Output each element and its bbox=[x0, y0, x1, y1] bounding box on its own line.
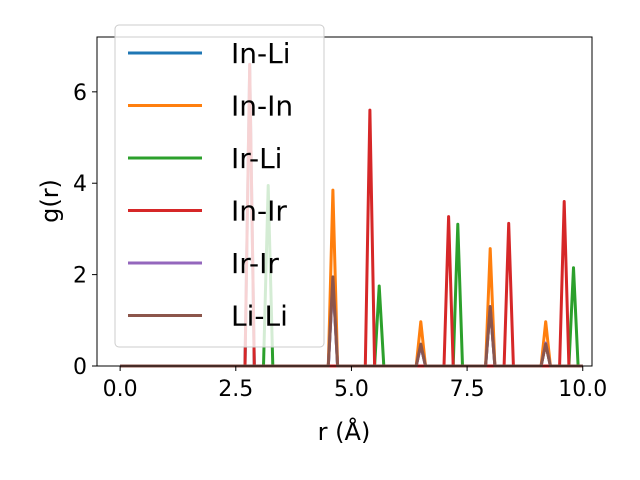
legend-label-in-in: In-In bbox=[231, 90, 293, 123]
x-tick-label: 10.0 bbox=[558, 377, 607, 402]
y-tick-label: 6 bbox=[73, 81, 87, 106]
x-axis-label: r (Å) bbox=[318, 417, 371, 446]
legend-label-ir-ir: Ir-Ir bbox=[231, 247, 279, 280]
x-tick-label: 7.5 bbox=[450, 377, 485, 402]
legend-label-ir-li: Ir-Li bbox=[231, 142, 282, 175]
y-tick-label: 0 bbox=[73, 355, 87, 380]
y-axis-label: g(r) bbox=[36, 179, 64, 223]
plot-frame bbox=[96, 36, 593, 367]
x-tick-label: 2.5 bbox=[218, 377, 253, 402]
legend-label-in-ir: In-Ir bbox=[231, 195, 287, 228]
legend: In-Li In-In Ir-Li In-Ir Ir-Ir Li-Li bbox=[114, 24, 325, 348]
x-tick-label: 5.0 bbox=[334, 377, 369, 402]
legend-label-in-li: In-Li bbox=[231, 37, 291, 70]
legend-box bbox=[114, 24, 325, 348]
legend-label-li-li: Li-Li bbox=[231, 300, 288, 333]
x-tick-label: 0.0 bbox=[103, 377, 138, 402]
y-tick-label: 2 bbox=[73, 264, 87, 289]
y-tick-label: 4 bbox=[73, 172, 87, 197]
y-axis-ticks: 0 2 4 6 bbox=[73, 81, 97, 380]
x-axis-ticks: 0.0 2.5 5.0 7.5 10.0 bbox=[103, 366, 607, 402]
